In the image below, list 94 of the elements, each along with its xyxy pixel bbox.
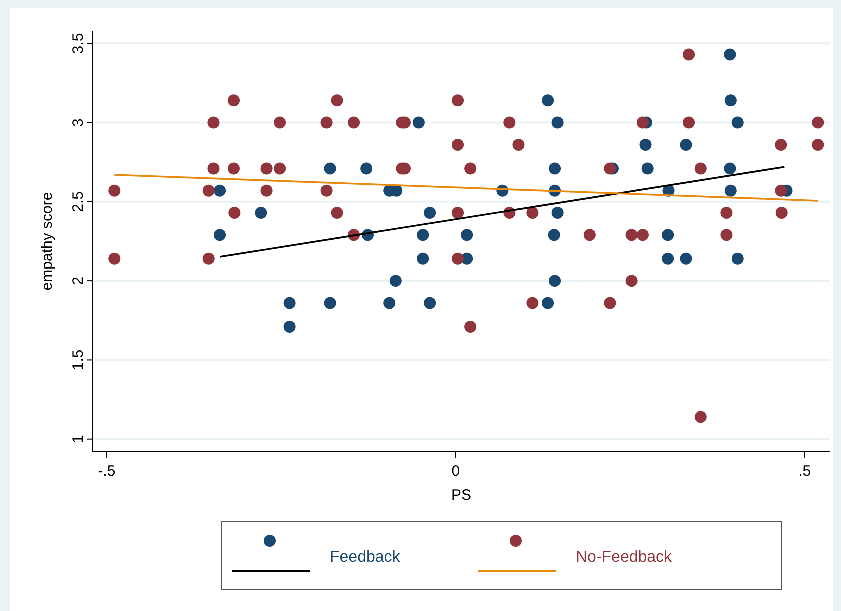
point <box>552 207 564 220</box>
point <box>604 162 616 175</box>
point <box>636 116 649 129</box>
point <box>108 184 121 197</box>
text: No-Feedback <box>576 549 674 566</box>
point <box>504 116 516 129</box>
point <box>720 229 733 242</box>
point <box>424 297 436 310</box>
point <box>812 138 824 151</box>
point <box>452 252 464 265</box>
point <box>417 229 430 242</box>
point <box>694 162 707 175</box>
y-tick-label: 2.5 <box>70 192 87 212</box>
point <box>384 297 396 310</box>
point <box>642 162 654 175</box>
point <box>512 138 525 151</box>
point <box>284 320 296 333</box>
point <box>662 229 674 242</box>
x-tick-label: .5 <box>798 463 812 480</box>
point <box>452 138 464 151</box>
point <box>412 116 425 129</box>
point <box>526 297 539 310</box>
point <box>584 229 596 242</box>
point <box>626 229 638 242</box>
point <box>324 162 336 175</box>
point <box>417 252 430 265</box>
point <box>604 297 616 310</box>
point <box>683 116 696 129</box>
point <box>202 184 215 197</box>
point <box>552 116 564 129</box>
point <box>214 229 226 242</box>
point <box>775 184 788 197</box>
point <box>331 207 344 220</box>
point <box>208 116 220 129</box>
point <box>320 184 333 197</box>
point <box>724 162 736 175</box>
point <box>208 162 220 175</box>
point <box>720 207 733 220</box>
point <box>320 116 333 129</box>
point <box>636 229 649 242</box>
point <box>732 252 744 265</box>
y-tick-label: 1 <box>70 435 87 444</box>
point <box>724 94 737 107</box>
point <box>662 252 674 265</box>
point <box>775 138 788 151</box>
point <box>464 320 477 333</box>
point <box>452 207 464 220</box>
point <box>324 297 336 310</box>
point <box>228 94 240 107</box>
point <box>214 184 226 197</box>
point <box>228 207 241 220</box>
y-tick-label: 3.5 <box>70 33 87 54</box>
point <box>260 162 273 175</box>
point <box>776 207 788 220</box>
point <box>542 94 554 107</box>
point <box>390 275 402 288</box>
point <box>202 252 215 265</box>
point <box>683 48 696 61</box>
point <box>724 184 737 197</box>
point <box>108 252 121 265</box>
point <box>549 162 562 175</box>
point <box>694 411 707 424</box>
point <box>274 116 286 129</box>
point <box>464 162 477 175</box>
point <box>424 207 436 220</box>
point <box>626 275 638 288</box>
point <box>255 207 268 220</box>
y-tick-label: 1.5 <box>70 350 87 371</box>
x-axis-title: PS <box>451 487 472 504</box>
point <box>548 229 560 242</box>
point <box>360 162 373 175</box>
point <box>452 94 464 107</box>
point <box>812 116 824 129</box>
point <box>724 48 736 61</box>
point <box>732 116 744 129</box>
point <box>549 275 562 288</box>
point <box>260 184 273 197</box>
point <box>461 229 474 242</box>
x-tick-label: -.5 <box>98 463 116 480</box>
point <box>284 297 296 310</box>
point <box>680 138 692 151</box>
y-tick-label: 3 <box>70 118 87 127</box>
point <box>274 162 286 175</box>
point <box>348 116 360 129</box>
point <box>542 297 554 310</box>
x-tick-label: 0 <box>452 463 460 480</box>
point <box>331 94 344 107</box>
y-tick-label: 2 <box>70 276 87 286</box>
point <box>526 207 539 220</box>
point <box>680 252 692 265</box>
point <box>228 162 240 175</box>
point <box>640 138 652 151</box>
y-axis-title: empathy score <box>39 192 56 291</box>
text: Feedback <box>330 549 402 566</box>
